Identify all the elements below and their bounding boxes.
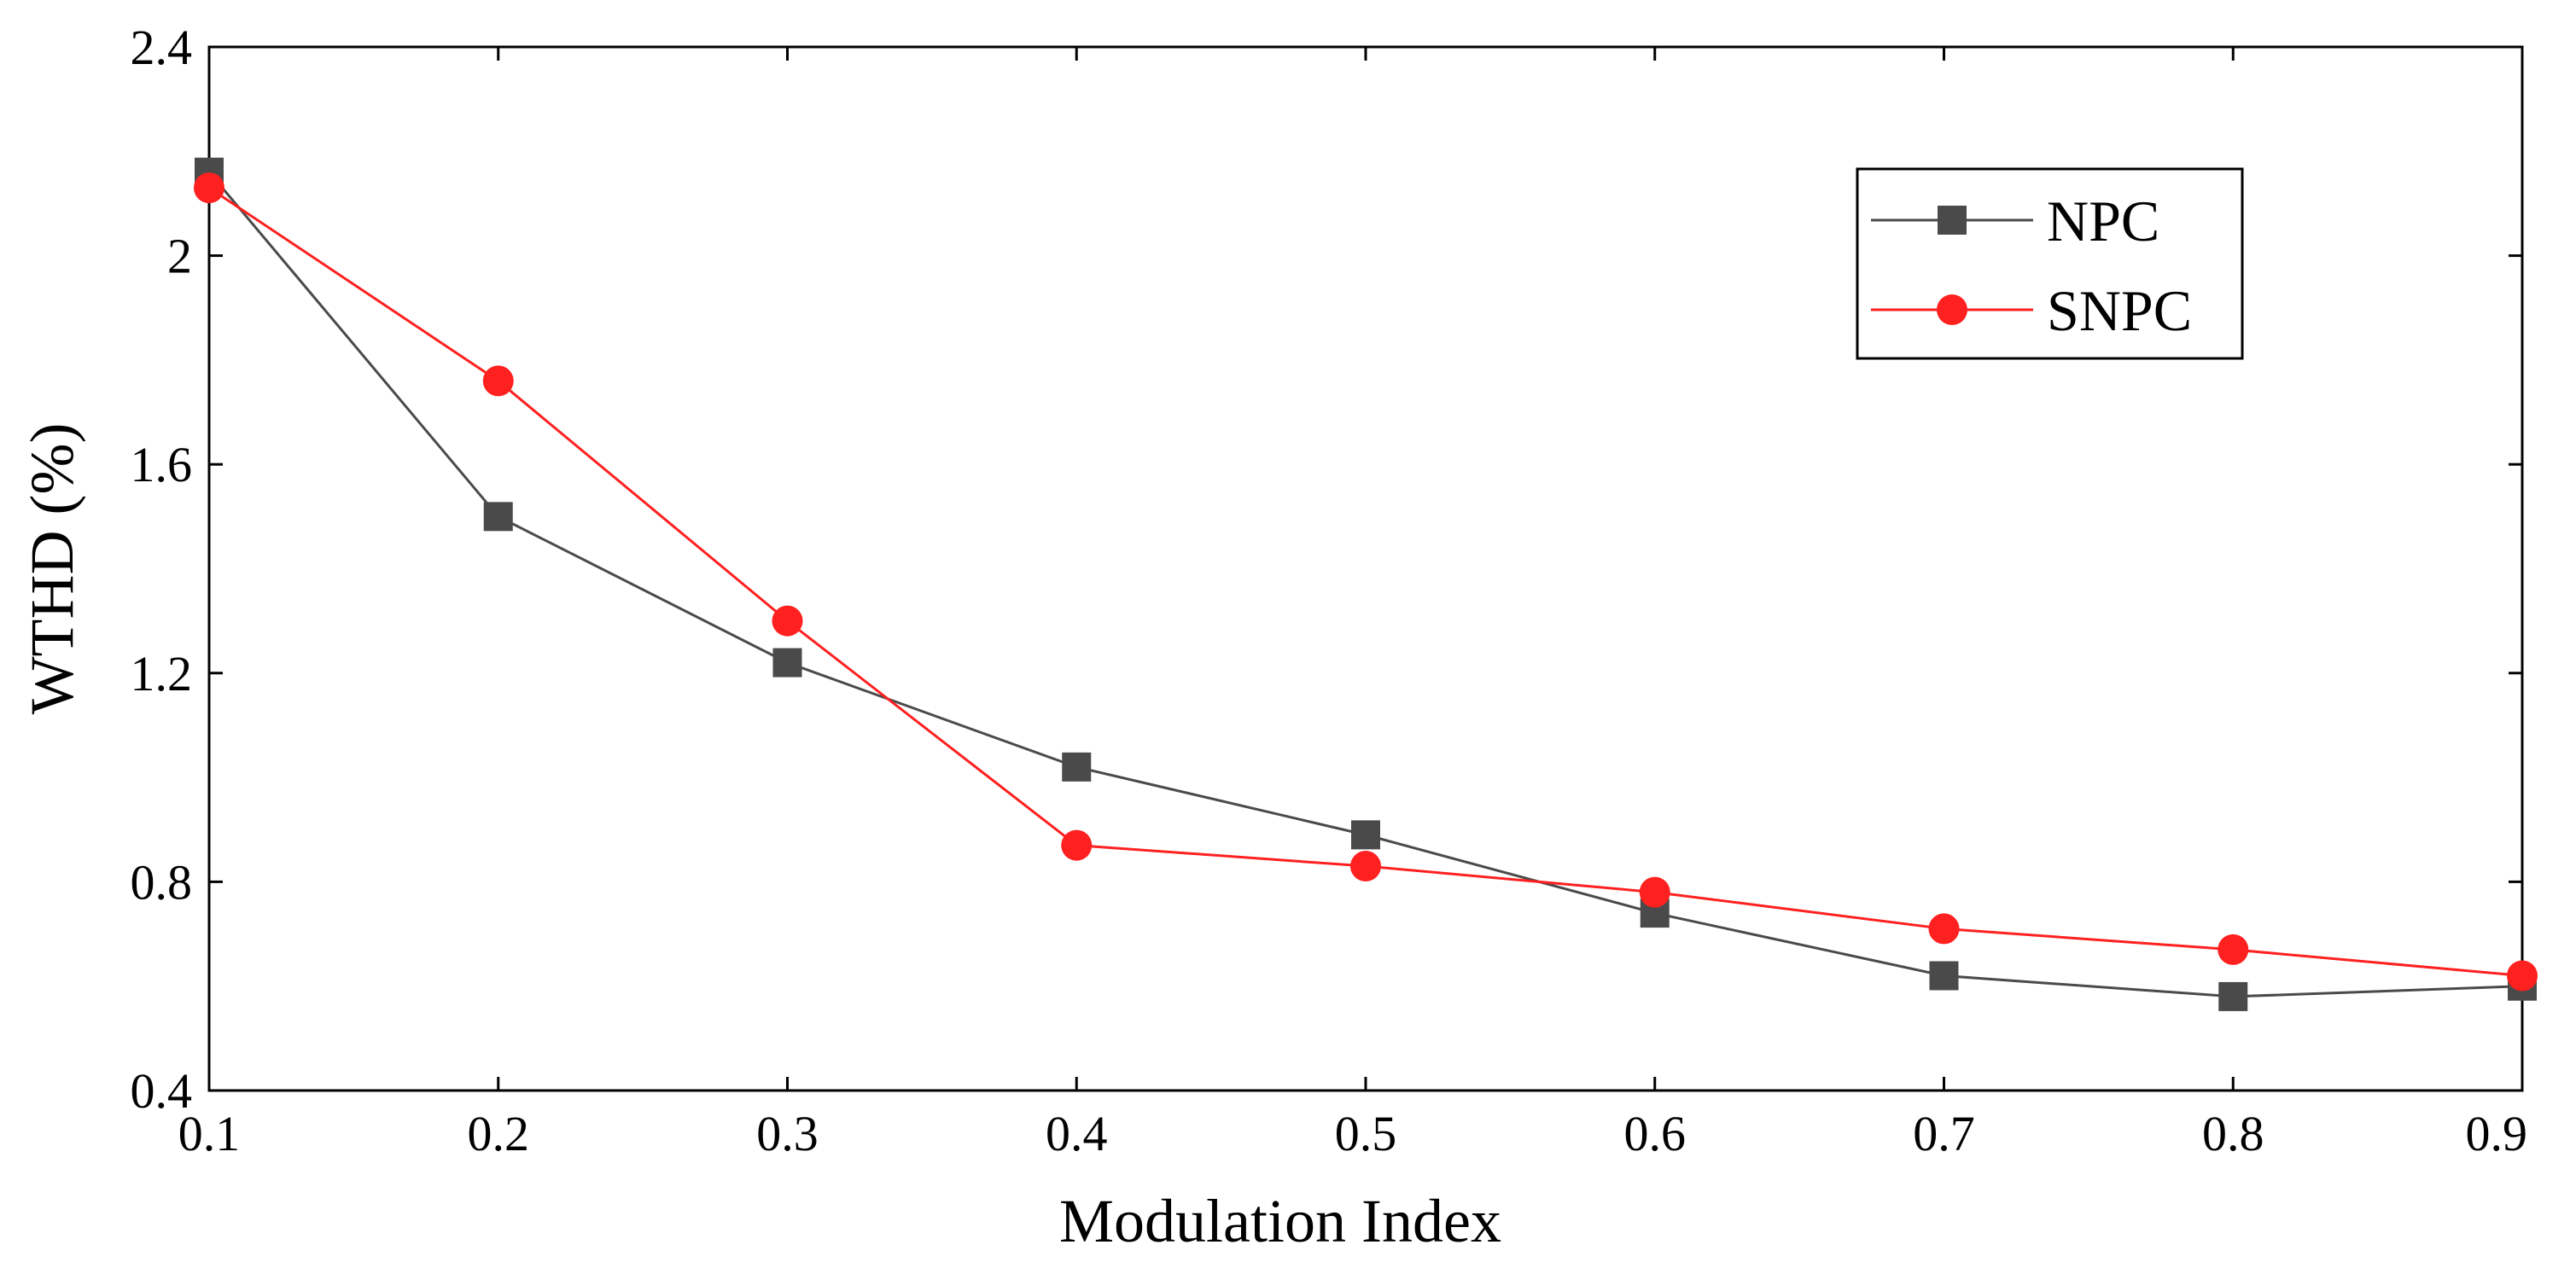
legend: NPC SNPC [1856,167,2244,360]
data-point-snpc [194,172,224,204]
y-tick-label: 2.4 [131,20,193,75]
data-point-snpc [1061,829,1093,861]
data-point-snpc [1928,913,1960,945]
y-axis-title: WTHD (%) [18,423,86,715]
data-point-snpc [482,365,514,397]
data-point-snpc [1639,876,1670,908]
legend-label-npc: NPC [2047,189,2159,253]
data-point-snpc [2218,934,2249,965]
data-point-npc [2218,981,2248,1011]
legend-label-snpc: SNPC [2047,278,2192,343]
x-axis-title: Modulation Index [1059,1187,1501,1255]
x-tick-label: 0.4 [1046,1106,1108,1161]
x-tick-label: 0.6 [1624,1106,1687,1161]
data-point-npc [1062,752,1092,782]
x-tick-label: 0.8 [2202,1106,2264,1161]
x-tick-label: 0.7 [1913,1106,1975,1161]
legend-marker-npc [1938,206,1967,235]
y-tick-label: 0.8 [131,854,193,910]
x-tick-label: 0.5 [1335,1106,1397,1161]
data-point-snpc [2507,960,2538,992]
x-tick-label: 0.2 [468,1106,530,1161]
x-tick-label: 0.3 [756,1106,819,1161]
legend-marker-snpc [1937,294,1967,325]
data-point-snpc [772,605,803,637]
data-point-npc [772,648,802,678]
legend-box [1856,167,2244,360]
data-point-snpc [1350,851,1381,882]
y-tick-label: 2 [167,229,192,284]
series-snpc [194,172,2538,992]
y-tick-label: 0.4 [131,1063,193,1119]
y-tick-label: 1.6 [131,437,193,492]
data-point-npc [1929,961,1959,991]
x-tick-label: 0.9 [2466,1106,2528,1161]
x-tick-label: 0.1 [178,1106,241,1161]
data-point-npc [1351,820,1380,850]
y-tick-label: 1.2 [131,646,193,701]
data-point-npc [483,502,513,532]
